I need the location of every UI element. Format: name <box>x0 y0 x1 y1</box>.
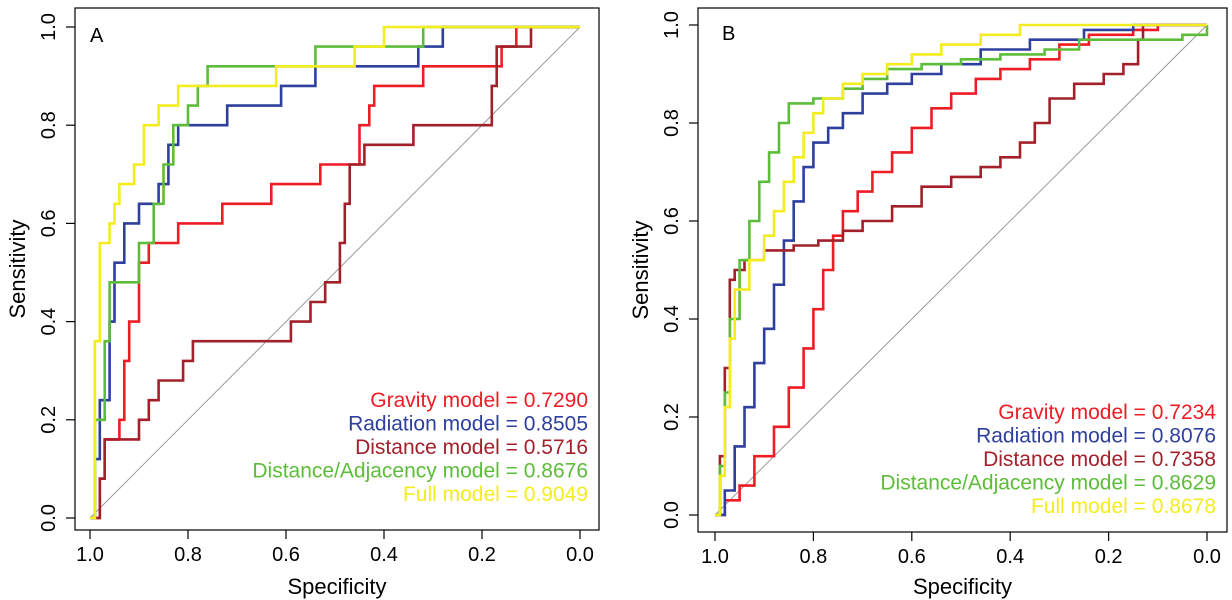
y-tick-label: 1.0 <box>661 11 683 39</box>
y-tick-label: 0.4 <box>38 308 60 336</box>
series-line-3 <box>90 25 580 520</box>
x-tick-label: 0.4 <box>370 544 398 566</box>
legend-entry: Radiation model = 0.8505 <box>348 413 588 436</box>
y-tick-label: 0.0 <box>661 501 683 529</box>
y-tick-label: 0.8 <box>661 109 683 137</box>
x-axis-ticks: 1.0 0.8 0.6 0.4 0.2 0.0 <box>76 530 594 566</box>
legend-auc-value: 0.9049 <box>524 483 588 506</box>
x-axis-label: Specificity <box>287 574 386 599</box>
legend-series-name: Gravity model <box>998 401 1128 424</box>
series-line-3 <box>715 25 1209 517</box>
x-tick-label: 0.8 <box>174 544 202 566</box>
y-tick-label: 0.2 <box>661 403 683 431</box>
x-tick-label: 0.2 <box>1095 546 1123 568</box>
diagonal-reference-line <box>89 26 581 519</box>
legend-equals: = <box>1128 448 1152 471</box>
y-axis-label: Sensitivity <box>5 219 30 318</box>
series-lines <box>90 25 580 520</box>
legend-entry: Distance model = 0.5716 <box>355 436 588 459</box>
legend-equals: = <box>1128 495 1152 518</box>
legend-equals: = <box>500 483 524 506</box>
series-line-4 <box>715 23 1207 517</box>
legend-series-name: Distance model <box>983 448 1128 471</box>
y-tick-label: 0.4 <box>661 305 683 333</box>
legend-entry: Distance/Adjacency model = 0.8629 <box>880 472 1216 495</box>
legend-auc-value: 0.5716 <box>524 436 588 459</box>
legend-series-name: Radiation model <box>348 413 500 436</box>
x-tick-label: 1.0 <box>701 546 729 568</box>
y-tick-label: 0.0 <box>38 504 60 532</box>
y-tick-label: 0.2 <box>38 406 60 434</box>
y-axis-ticks: 0.0 0.2 0.4 0.6 0.8 1.0 <box>661 11 698 529</box>
legend-equals: = <box>500 436 524 459</box>
x-tick-label: 0.6 <box>898 546 926 568</box>
series-line-0 <box>715 23 1207 517</box>
x-tick-label: 0.4 <box>996 546 1024 568</box>
x-tick-label: 0.0 <box>566 544 594 566</box>
legend-auc-value: 0.8676 <box>524 460 588 483</box>
series-line-1 <box>715 23 1207 517</box>
legend-entry: Radiation model = 0.8076 <box>976 425 1216 448</box>
legend-auc-value: 0.7358 <box>1152 448 1216 471</box>
x-tick-label: 0.6 <box>272 544 300 566</box>
legend-entry: Distance/Adjacency model = 0.8676 <box>252 460 588 483</box>
legend-auc-value: 0.7290 <box>524 389 588 412</box>
legend-equals: = <box>500 460 524 483</box>
x-tick-label: 0.8 <box>799 546 827 568</box>
legend-series-name: Radiation model <box>976 425 1128 448</box>
legend-series-name: Full model <box>1031 495 1128 518</box>
legend-auc-value: 0.8678 <box>1152 495 1216 518</box>
y-tick-label: 0.6 <box>661 207 683 235</box>
legend-auc-value: 0.8505 <box>524 413 588 436</box>
legend-series-name: Distance/Adjacency model <box>252 460 499 483</box>
legend-series-name: Distance/Adjacency model <box>880 472 1127 495</box>
x-axis-label: Specificity <box>913 574 1012 599</box>
chart-panel-b: 1.0 0.8 0.6 0.4 0.2 0.0 0.00.20.40.60.81.0 B … <box>628 7 1228 599</box>
panel-label: B <box>722 23 735 45</box>
y-axis-label: Sensitivity <box>628 220 653 319</box>
legend-equals: = <box>1128 425 1152 448</box>
legend-entry: Gravity model = 0.7234 <box>998 401 1216 424</box>
legend-auc-value: 0.8076 <box>1152 425 1216 448</box>
diagonal-reference-line <box>714 24 1208 516</box>
y-tick-label: 0.8 <box>38 111 60 139</box>
series-lines <box>715 23 1209 517</box>
y-tick-label: 0.6 <box>38 209 60 237</box>
legend-equals: = <box>500 413 524 436</box>
y-tick-label: 1.0 <box>38 13 60 41</box>
legend-auc-value: 0.8629 <box>1152 472 1216 495</box>
plot-frame <box>74 7 600 531</box>
legend-entry: Distance model = 0.7358 <box>983 448 1216 471</box>
legend-auc-value: 0.7234 <box>1152 401 1217 424</box>
series-line-2 <box>715 23 1207 517</box>
series-line-2 <box>90 25 580 520</box>
plot-frame <box>697 7 1228 533</box>
x-tick-label: 0.0 <box>1193 546 1221 568</box>
legend-equals: = <box>1128 472 1152 495</box>
x-axis-ticks: 1.0 0.8 0.6 0.4 0.2 0.0 <box>701 532 1221 568</box>
legend-series-name: Full model <box>403 483 500 506</box>
chart-panel-a: 1.0 0.8 0.6 0.4 0.2 0.0 0.00.20.40.60.81.0 A … <box>5 7 600 599</box>
series-line-0 <box>90 25 580 520</box>
legend-entry: Gravity model = 0.7290 <box>370 389 588 412</box>
x-tick-label: 0.2 <box>468 544 496 566</box>
series-line-4 <box>90 25 580 520</box>
y-axis-ticks: 0.0 0.2 0.4 0.6 0.8 1.0 <box>38 13 75 532</box>
legend-entry: Full model = 0.8678 <box>1031 495 1216 518</box>
panel-label: A <box>90 25 104 47</box>
legend-equals: = <box>500 389 524 412</box>
legend-equals: = <box>1128 401 1152 424</box>
legend-entry: Full model = 0.9049 <box>403 483 588 506</box>
x-tick-label: 1.0 <box>76 544 104 566</box>
legend-series-name: Distance model <box>355 436 500 459</box>
legend-series-name: Gravity model <box>370 389 500 412</box>
